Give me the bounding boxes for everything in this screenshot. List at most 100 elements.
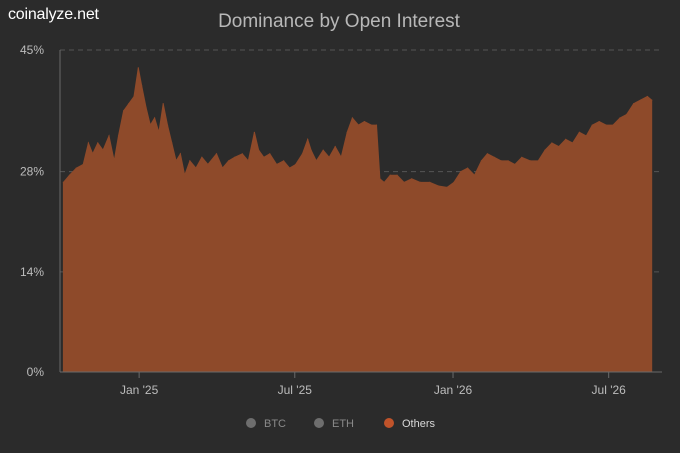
data-point bbox=[166, 124, 169, 126]
legend-label: ETH bbox=[332, 418, 354, 430]
x-tick-label: Jul '26 bbox=[592, 383, 627, 397]
x-tick-label: Jul '25 bbox=[278, 383, 313, 397]
data-point bbox=[307, 138, 309, 140]
y-tick-label: 14% bbox=[20, 265, 44, 279]
data-point bbox=[357, 124, 359, 126]
data-point bbox=[75, 167, 77, 169]
data-point bbox=[446, 186, 448, 188]
data-point bbox=[133, 95, 135, 98]
data-point bbox=[234, 156, 236, 158]
data-point bbox=[179, 153, 181, 155]
data-point bbox=[68, 174, 71, 176]
data-point bbox=[215, 153, 218, 155]
data-point bbox=[651, 99, 653, 101]
data-point bbox=[154, 117, 156, 119]
data-point bbox=[113, 160, 115, 162]
data-point bbox=[375, 124, 378, 126]
data-point bbox=[396, 174, 398, 176]
data-point bbox=[171, 142, 173, 144]
data-point bbox=[646, 95, 649, 98]
data-point bbox=[62, 181, 64, 183]
data-point bbox=[558, 146, 560, 148]
data-point bbox=[334, 146, 336, 148]
data-point bbox=[137, 67, 139, 69]
data-point bbox=[162, 103, 164, 105]
y-tick-label: 0% bbox=[27, 365, 45, 379]
legend: BTC ETH Others bbox=[246, 418, 436, 430]
data-point bbox=[247, 160, 249, 162]
data-point bbox=[189, 160, 191, 162]
legend-item-others[interactable]: Others bbox=[384, 418, 436, 430]
data-point bbox=[128, 103, 130, 105]
data-point bbox=[175, 160, 177, 162]
y-tick-label: 45% bbox=[20, 43, 44, 57]
brand-logo: coinalyze.net bbox=[8, 6, 99, 23]
data-point bbox=[363, 121, 365, 123]
area-others[interactable] bbox=[62, 67, 653, 373]
data-point bbox=[437, 185, 439, 187]
data-point bbox=[551, 142, 553, 144]
data-point bbox=[460, 171, 462, 173]
data-point bbox=[158, 131, 160, 133]
data-point bbox=[340, 156, 342, 158]
axis-layer: 0% 14% 28% 45% Jan '25 Jul '25 Jan '26 Jul '26 bbox=[20, 43, 662, 397]
data-point bbox=[87, 142, 89, 144]
data-point bbox=[102, 149, 104, 151]
legend-label: Others bbox=[402, 418, 436, 430]
chart-title: Dominance by Open Interest bbox=[218, 11, 461, 32]
legend-marker bbox=[246, 418, 256, 428]
data-point bbox=[184, 174, 186, 176]
data-point bbox=[207, 163, 209, 166]
data-point bbox=[123, 110, 125, 112]
data-point bbox=[370, 124, 372, 126]
series-others[interactable] bbox=[62, 67, 653, 373]
data-point bbox=[572, 142, 574, 144]
data-point bbox=[605, 124, 607, 126]
data-point bbox=[82, 163, 84, 166]
x-tick-label: Jan '25 bbox=[120, 383, 159, 397]
data-point bbox=[429, 181, 431, 183]
data-point bbox=[578, 131, 581, 133]
data-point bbox=[97, 142, 99, 144]
data-point bbox=[315, 160, 317, 162]
data-point bbox=[322, 149, 324, 151]
data-point bbox=[276, 163, 278, 166]
data-point bbox=[383, 181, 385, 183]
data-point bbox=[493, 156, 495, 158]
data-point bbox=[201, 156, 203, 158]
data-point bbox=[486, 153, 488, 155]
data-point bbox=[480, 160, 482, 162]
data-point bbox=[328, 156, 330, 158]
data-point bbox=[310, 149, 312, 151]
data-point bbox=[521, 156, 523, 158]
data-point bbox=[195, 167, 197, 169]
data-point bbox=[145, 106, 147, 108]
data-point bbox=[529, 160, 532, 162]
data-point bbox=[283, 160, 285, 162]
legend-label: BTC bbox=[264, 418, 286, 430]
data-point bbox=[108, 135, 110, 137]
data-point bbox=[141, 85, 143, 87]
data-point bbox=[241, 153, 243, 155]
data-point bbox=[598, 121, 600, 123]
legend-item-btc[interactable]: BTC bbox=[246, 418, 286, 430]
data-point bbox=[403, 181, 405, 183]
x-tick-label: Jan '26 bbox=[434, 383, 473, 397]
legend-item-eth[interactable]: ETH bbox=[314, 418, 354, 430]
data-point bbox=[301, 153, 304, 155]
data-point bbox=[544, 149, 546, 151]
y-tick-label: 28% bbox=[20, 165, 44, 179]
data-point bbox=[221, 167, 224, 169]
data-point bbox=[467, 167, 469, 169]
data-point bbox=[411, 178, 413, 180]
data-point bbox=[514, 163, 516, 166]
data-point bbox=[453, 181, 455, 183]
data-point bbox=[258, 149, 260, 151]
data-point bbox=[228, 160, 230, 162]
data-point bbox=[253, 131, 255, 133]
data-point bbox=[389, 174, 391, 176]
data-point bbox=[507, 160, 509, 162]
legend-marker bbox=[384, 418, 394, 428]
data-point bbox=[346, 131, 348, 133]
